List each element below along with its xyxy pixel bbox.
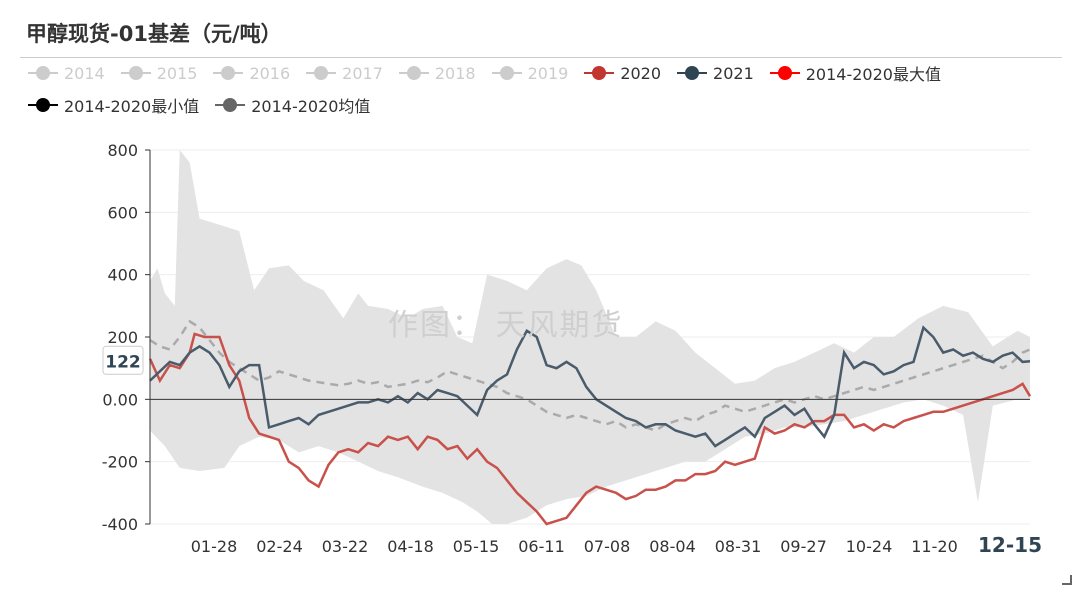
x-current-label: 12-15 xyxy=(978,533,1042,557)
legend-label: 2014-2020最大值 xyxy=(805,65,941,84)
y-tick-label: 600 xyxy=(107,203,138,222)
series-2021 xyxy=(149,325,1031,448)
y-tick-label: 0.00 xyxy=(102,390,138,409)
legend-label: 2019 xyxy=(527,63,569,83)
legend-label: 2014 xyxy=(64,63,105,83)
legend-marker-icon xyxy=(120,66,151,80)
x-tick-label: 07-08 xyxy=(584,537,631,556)
legend-marker-icon xyxy=(769,66,800,80)
resize-handle[interactable] xyxy=(1062,575,1072,585)
y-current-label: 122 xyxy=(105,352,141,372)
x-tick-label: 05-15 xyxy=(453,537,500,556)
mean-series xyxy=(149,319,1031,432)
legend-marker-icon xyxy=(306,66,337,80)
y-tick-label: 200 xyxy=(107,328,138,347)
legend-label: 2017 xyxy=(342,63,383,83)
title-divider xyxy=(20,57,1062,58)
legend-label: 2015 xyxy=(156,63,198,83)
legend-item-2015[interactable]: 2015 xyxy=(120,63,198,83)
x-axis-ticks: 01-28 02-24 03-22 04-18 05-15 06-11 07-08 08-04… xyxy=(191,533,1042,557)
y-axis-ticks: 800 600 400 200 0.00 -200 -400 xyxy=(102,141,150,534)
y-tick-label: -200 xyxy=(102,453,138,472)
legend-label: 2018 xyxy=(434,63,476,83)
legend-item-2021[interactable]: 2021 xyxy=(677,64,754,83)
legend-label: 2016 xyxy=(249,63,291,83)
legend-row-1: 2014 2015 2016 2017 2018 2019 2020 2021 2014-202… xyxy=(28,60,957,86)
y-tick-label: 800 xyxy=(107,141,138,160)
legend-row-2: 2014-2020最小值 2014-2020均值 xyxy=(28,92,386,118)
legend-marker-icon xyxy=(28,98,58,112)
x-tick-label: 11-20 xyxy=(911,537,958,556)
legend-item-2016[interactable]: 2016 xyxy=(213,64,290,83)
legend-item-2014-2020最大值[interactable]: 2014-2020最大值 xyxy=(769,61,941,85)
legend-item-2014-2020最小值[interactable]: 2014-2020最小值 xyxy=(28,93,199,117)
legend-marker-icon xyxy=(584,66,615,80)
y-tick-label: 400 xyxy=(107,266,138,285)
x-tick-label: 08-31 xyxy=(715,537,762,556)
x-tick-label: 04-18 xyxy=(387,537,434,556)
legend-marker-icon xyxy=(215,98,246,112)
x-tick-label: 06-11 xyxy=(518,537,565,556)
y-tick-label: -400 xyxy=(102,515,138,534)
series-2020 xyxy=(148,332,1032,526)
legend-marker-icon xyxy=(491,66,522,80)
x-tick-label: 10-24 xyxy=(846,537,893,556)
legend-label: 2014-2020均值 xyxy=(251,97,371,116)
mean-line xyxy=(149,319,1031,432)
x-tick-label: 02-24 xyxy=(256,537,303,556)
x-tick-label: 08-04 xyxy=(649,537,696,556)
chart-title: 甲醇现货-01基差（元/吨） xyxy=(26,22,282,46)
legend-item-2014-2020均值[interactable]: 2014-2020均值 xyxy=(215,93,370,117)
x-tick-label: 09-27 xyxy=(780,537,827,556)
current-markers: 122 xyxy=(102,345,144,375)
legend-item-2017[interactable]: 2017 xyxy=(306,64,383,83)
y-current-box xyxy=(102,345,144,375)
legend-item-2018[interactable]: 2018 xyxy=(398,63,476,83)
legend-label: 2021 xyxy=(713,63,754,83)
legend-item-2019[interactable]: 2019 xyxy=(491,63,569,83)
legend-marker-icon xyxy=(398,66,429,80)
x-tick-label: 01-28 xyxy=(191,537,238,556)
x-tick-label: 03-22 xyxy=(322,537,369,556)
legend-item-2020[interactable]: 2020 xyxy=(584,64,661,83)
legend-label: 2020 xyxy=(620,63,662,83)
watermark-text: 作图： 天风期货 xyxy=(388,308,624,343)
range-band xyxy=(150,150,1030,524)
line-2021 xyxy=(149,325,1031,448)
line-2020 xyxy=(148,332,1032,526)
legend-marker-icon xyxy=(213,66,244,80)
legend-marker-icon xyxy=(677,66,708,80)
legend-marker-icon xyxy=(28,66,58,80)
legend-item-2014[interactable]: 2014 xyxy=(28,64,105,83)
legend-label: 2014-2020最小值 xyxy=(64,97,200,116)
min-max-range-area xyxy=(150,150,1030,524)
